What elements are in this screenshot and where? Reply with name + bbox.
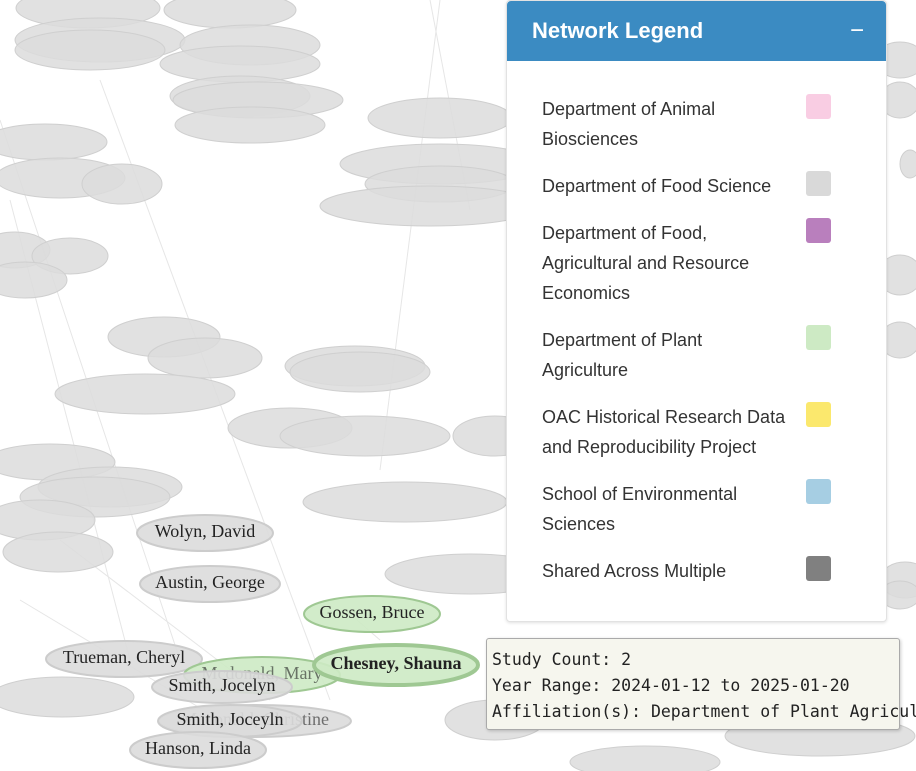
network-node [45,640,203,678]
network-node [303,595,441,633]
background-node [279,415,451,457]
tooltip-line: Study Count: 2 [492,650,632,669]
node-label: Austin, George [155,572,265,592]
legend-item: OAC Historical Research Data and Reprodu… [542,402,842,462]
node-label: Chesney, Shauna [330,653,461,673]
legend-items: Department of Animal Biosciences Departme… [507,61,886,586]
legend-label: Shared Across Multiple [542,561,727,581]
background-node [289,351,431,393]
background-node [163,0,297,29]
background-node [0,676,135,718]
tooltip: Study Count: 2 Year Range: 2024-01-12 to … [486,638,916,730]
tooltip-line: Year Range: 2024-01-12 to 2025-01-20 [492,676,850,695]
legend-item: School of Environmental Sciences [542,479,842,539]
legend-label: OAC Historical Research Data and Reprodu… [542,407,786,457]
network-node [136,514,274,552]
network-node [312,643,480,687]
legend-title: Network Legend [532,18,704,43]
node-label: Smith, Jocelyn [169,675,276,695]
background-node [174,106,326,144]
background-node [899,149,916,179]
edge [379,0,441,471]
background-node [569,745,721,771]
legend-toggle[interactable]: − [849,17,864,44]
legend-swatch [806,325,831,350]
legend-label: Department of Food, Agricultural and Res… [542,223,750,303]
legend-label: Department of Animal Biosciences [542,99,716,149]
legend-item: Department of Food, Agricultural and Res… [542,218,842,308]
background-node [81,163,163,205]
legend-item: Department of Animal Biosciences [542,94,842,154]
background-node [302,481,508,523]
background-node [2,531,114,573]
node-label: Wolyn, David [155,521,256,541]
legend-label: Department of Food Science [542,176,772,196]
network-node [129,731,267,769]
legend-header: Network Legend − [507,1,886,61]
network-node [139,565,281,603]
node-label: Trueman, Cheryl [63,647,185,667]
network-node [151,670,293,704]
legend-swatch [806,402,831,427]
legend-item: Department of Plant Agriculture [542,325,842,385]
legend-panel: Network Legend − Department of Animal Bi… [506,0,887,622]
background-node [0,261,68,299]
legend-swatch [806,479,831,504]
tooltip-line: Affiliation(s): Department of Plant Agri… [492,702,916,721]
legend-label: School of Environmental Sciences [542,484,738,534]
node-label: Gossen, Bruce [320,602,425,622]
background-node [54,373,236,415]
background-node [147,337,263,379]
legend-swatch [806,171,831,196]
background-node [14,29,166,71]
legend-swatch [806,94,831,119]
legend-swatch [806,556,831,581]
legend-item: Shared Across Multiple [542,556,842,586]
legend-swatch [806,218,831,243]
background-node [0,123,108,161]
legend-label: Department of Plant Agriculture [542,330,703,380]
node-label: Smith, Joceyln [177,709,284,729]
background-node [31,237,109,275]
node-label: Hanson, Linda [145,738,251,758]
legend-item: Department of Food Science [542,171,842,201]
background-node [367,97,513,139]
